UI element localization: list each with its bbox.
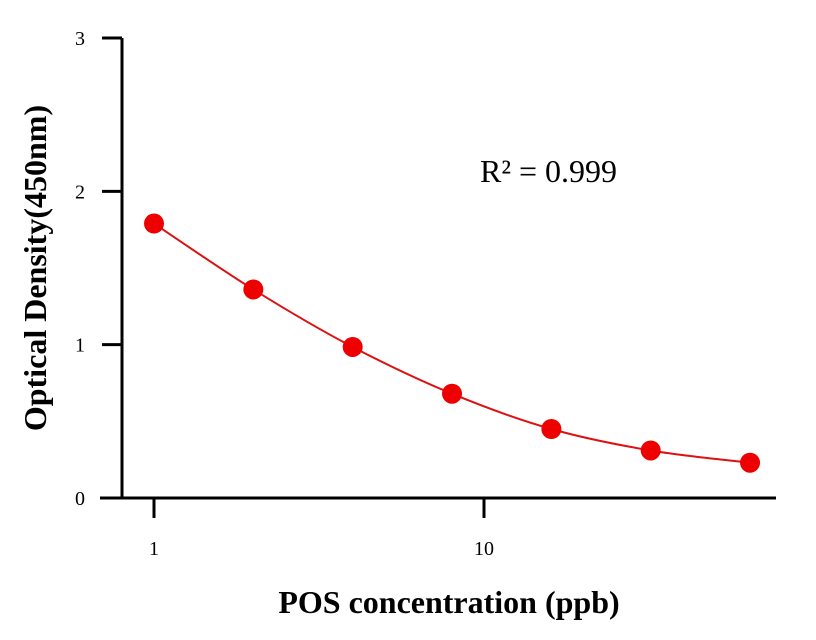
x-tick-label: 10 [474,538,494,560]
axes [100,38,776,500]
x-axis-label: POS concentration (ppb) [278,584,619,620]
y-tick-label: 1 [75,335,85,357]
ticks: 0 1 2 3 1 10 [75,28,494,560]
y-axis-label: Optical Density(450nm) [17,105,53,431]
data-points [144,213,761,473]
y-tick-label: 2 [75,181,85,203]
fit-curve [153,222,751,464]
data-point [342,336,363,357]
data-point [243,279,264,300]
y-tick-label: 0 [75,488,85,510]
y-tick-label: 3 [75,28,85,50]
annotation-r2: R² = 0.999 [480,153,617,189]
data-point [541,419,562,440]
x-tick-label: 1 [149,538,159,560]
data-point [740,452,761,473]
data-point [442,383,463,404]
data-point [144,213,164,234]
data-point [640,440,661,461]
